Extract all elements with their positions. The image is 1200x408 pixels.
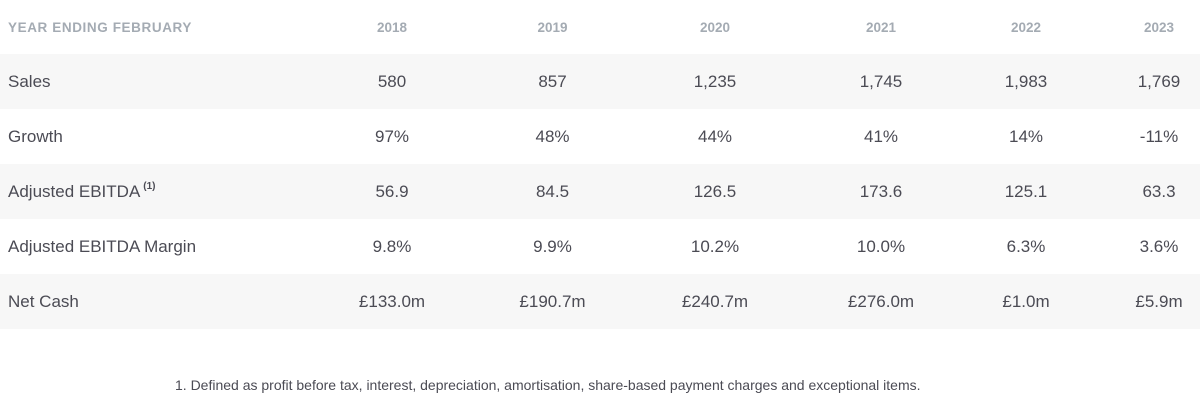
table-cell: £240.7m xyxy=(681,291,749,311)
table-cell: 9.8% xyxy=(372,236,412,256)
table-cell: 6.3% xyxy=(1006,236,1046,256)
table-row-sales: Sales 580 857 1,235 1,745 1,983 1,769 xyxy=(0,54,1200,109)
table-header-row: YEAR ENDING FEBRUARY 2018 2019 2020 2021… xyxy=(0,0,1200,54)
table-cell: £5.9m xyxy=(1135,291,1183,311)
row-label-adjusted-ebitda: Adjusted EBITDA (1) xyxy=(0,164,310,219)
table-cell: 41% xyxy=(863,126,899,146)
table-cell: £276.0m xyxy=(847,291,915,311)
row-label-text: Adjusted EBITDA xyxy=(8,181,141,201)
table-row-net-cash: Net Cash £133.0m £190.7m £240.7m £276.0m… xyxy=(0,274,1200,329)
footnote-marker: (1) xyxy=(143,180,156,192)
table-cell: 9.9% xyxy=(533,236,572,256)
table-cell: £190.7m xyxy=(519,291,586,311)
column-header-2018: 2018 xyxy=(376,19,408,35)
footnote-text: 1. Defined as profit before tax, interes… xyxy=(175,377,921,393)
table-row-adjusted-ebitda: Adjusted EBITDA (1) 56.9 84.5 126.5 173.6… xyxy=(0,164,1200,219)
table-cell: 126.5 xyxy=(693,181,737,201)
table-cell: 63.3 xyxy=(1142,181,1176,201)
column-header-2022: 2022 xyxy=(1010,19,1042,35)
table-title-year-ending-february: YEAR ENDING FEBRUARY xyxy=(8,19,193,35)
table-row-adjusted-ebitda-margin: Adjusted EBITDA Margin 9.8% 9.9% 10.2% 1… xyxy=(0,219,1200,274)
table-cell: 1,983 xyxy=(1004,71,1048,91)
row-label-growth: Growth xyxy=(8,126,63,146)
table-cell: 84.5 xyxy=(535,181,570,201)
column-header-2023: 2023 xyxy=(1143,19,1175,35)
table-cell: 44% xyxy=(697,126,733,146)
table-cell: 1,769 xyxy=(1137,71,1181,91)
table-cell: 10.0% xyxy=(856,236,906,256)
table-cell: 580 xyxy=(377,71,407,91)
table-cell: £133.0m xyxy=(358,291,426,311)
table-cell: -11% xyxy=(1139,126,1179,146)
column-header-2021: 2021 xyxy=(865,19,897,35)
column-header-2019: 2019 xyxy=(537,19,568,35)
table-cell: 1,235 xyxy=(693,71,737,91)
table-cell: 125.1 xyxy=(1004,181,1048,201)
table-cell: 48% xyxy=(535,126,570,146)
row-label-adjusted-ebitda-margin: Adjusted EBITDA Margin xyxy=(8,236,197,256)
table-cell: 1,745 xyxy=(859,71,903,91)
table-cell: 97% xyxy=(374,126,410,146)
table-cell: 10.2% xyxy=(690,236,740,256)
table-cell: 14% xyxy=(1008,126,1044,146)
row-label-sales: Sales xyxy=(8,71,51,91)
column-header-2020: 2020 xyxy=(699,19,731,35)
table-cell: 173.6 xyxy=(859,181,903,201)
table-cell: £1.0m xyxy=(1002,291,1050,311)
table-cell: 3.6% xyxy=(1139,236,1179,256)
financial-results-table: YEAR ENDING FEBRUARY 2018 2019 2020 2021… xyxy=(0,0,1200,329)
table-cell: 857 xyxy=(538,71,567,91)
table-row-growth: Growth 97% 48% 44% 41% 14% -11% xyxy=(0,109,1200,164)
table-cell: 56.9 xyxy=(375,181,409,201)
row-label-net-cash: Net Cash xyxy=(8,291,79,311)
